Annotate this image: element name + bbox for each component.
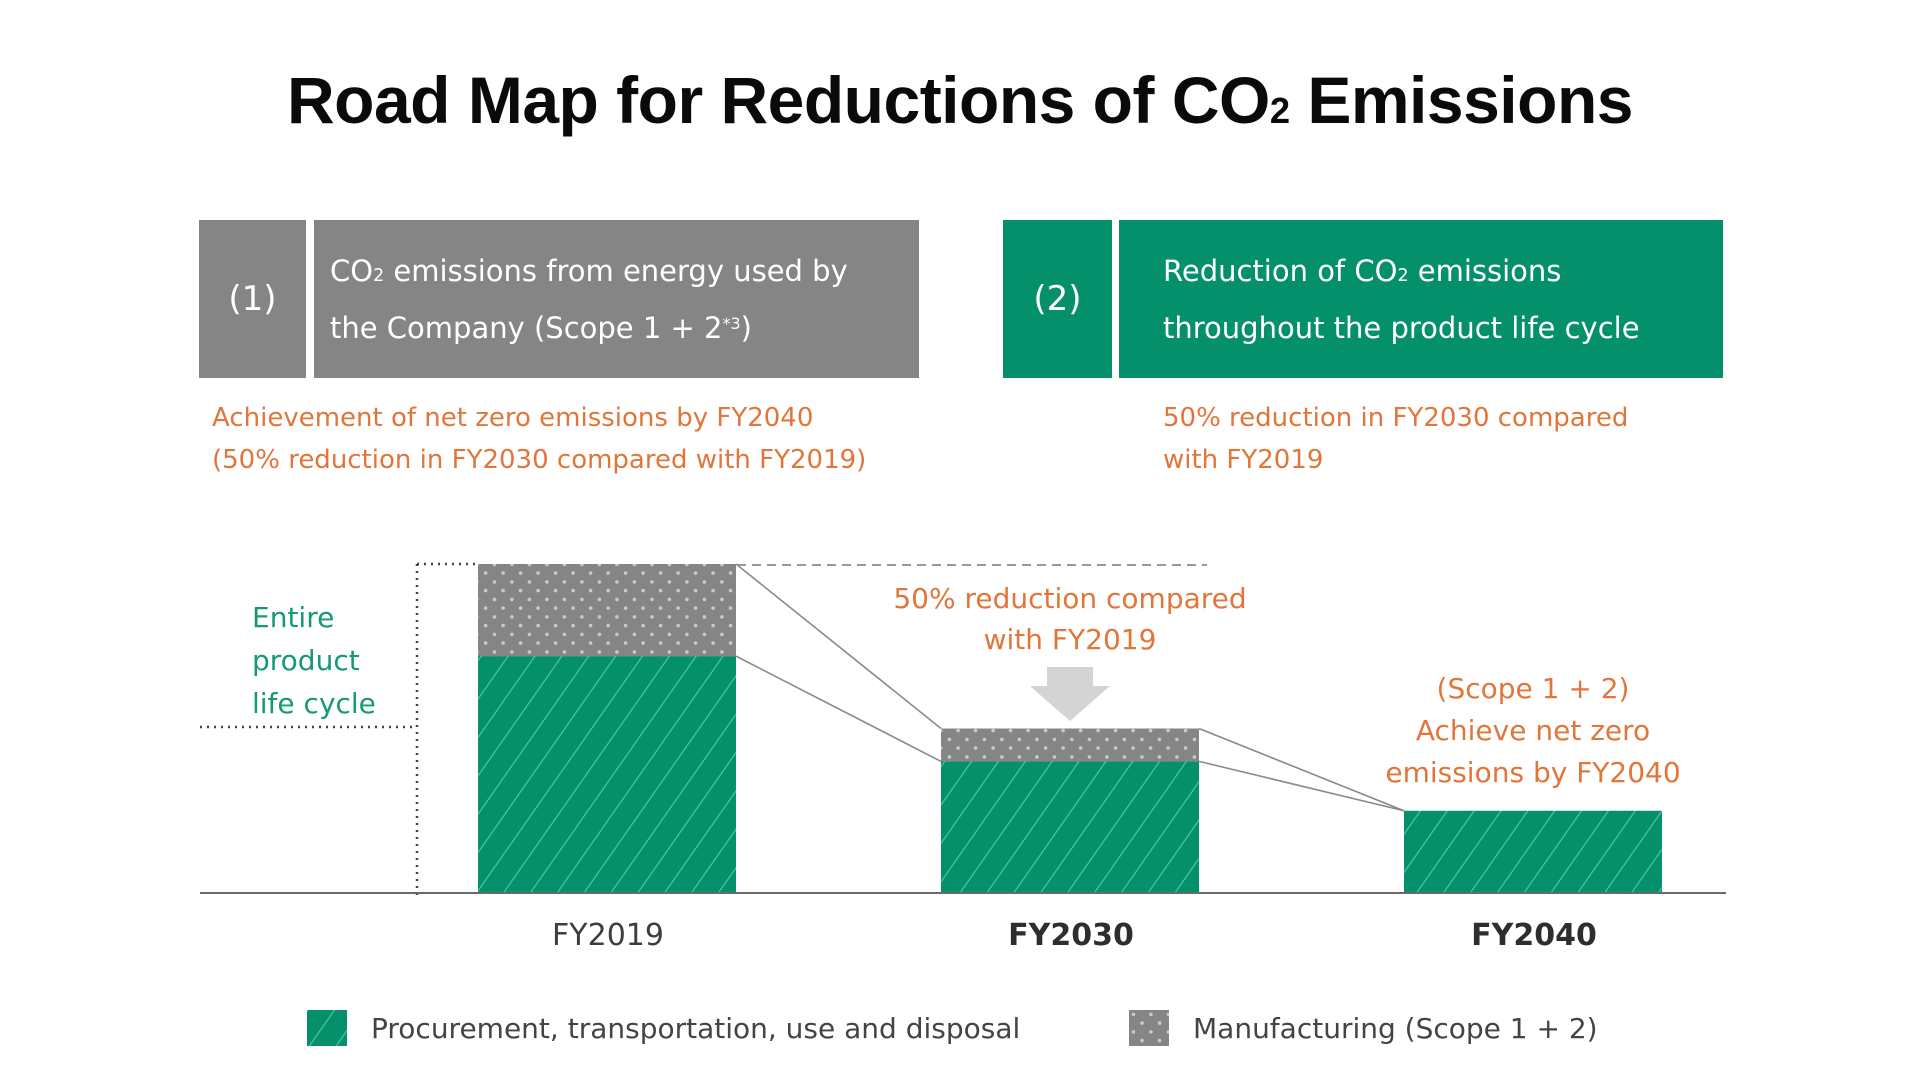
connector-line-fy2030-total — [1198, 727, 1405, 812]
connector-lines — [735, 563, 1405, 812]
header-number-1: (1) — [199, 220, 306, 378]
legend-item-manufacturing: Manufacturing (Scope 1 + 2) — [1129, 1008, 1598, 1048]
header-text-2: Reduction of CO2 emissions throughout th… — [1119, 220, 1723, 378]
x-tick-label-fy2019: FY2019 — [552, 918, 664, 953]
lifecycle-label-line: Entire — [252, 601, 335, 634]
annotation-line: (Scope 1 + 2) — [1436, 672, 1630, 705]
goal-text-1: Achievement of net zero emissions by FY2… — [212, 397, 866, 481]
annotation-line: with FY2019 — [983, 623, 1157, 656]
header-text-1: CO2 emissions from energy used by the Co… — [314, 220, 919, 378]
connector-line-fy2019-procurement — [735, 655, 942, 763]
legend-swatch-green-striped — [307, 1010, 347, 1046]
chart-guides — [200, 562, 1207, 896]
bar-fy2030-manufacturing — [941, 728, 1199, 762]
lifecycle-label-line: life cycle — [252, 687, 376, 720]
legend-swatch-gray-dotted — [1129, 1010, 1169, 1046]
title-text-rest: Emissions — [1289, 63, 1633, 137]
annotation-line: Achieve net zero — [1415, 714, 1651, 747]
lifecycle-label: Entire product life cycle — [252, 596, 376, 725]
goal-text-1-line1: Achievement of net zero emissions by FY2… — [212, 403, 814, 433]
connector-line-fy2030-procurement — [1198, 760, 1405, 812]
header-text-2-line2: throughout the product life cycle — [1163, 310, 1640, 345]
header-text-1-line2: the Company (Scope 1 + 2*3) — [330, 310, 752, 345]
goal-text-2: 50% reduction in FY2030 compared with FY… — [1163, 397, 1628, 481]
header-box-lifecycle: (2) Reduction of CO2 emissions throughou… — [1003, 220, 1723, 378]
goal-text-1-line2: (50% reduction in FY2030 compared with F… — [212, 445, 867, 475]
annotation-line: 50% reduction compared — [893, 582, 1247, 615]
x-tick-label-fy2040: FY2040 — [1471, 918, 1597, 953]
bars-group — [478, 564, 1662, 893]
down-arrow-icon — [1030, 667, 1110, 721]
header-number-2: (2) — [1003, 220, 1112, 378]
netzero-2040-annotation: (Scope 1 + 2) Achieve net zero emissions… — [1333, 668, 1733, 794]
bar-fy2019-manufacturing — [478, 564, 736, 657]
legend-item-procurement: Procurement, transportation, use and dis… — [307, 1008, 1020, 1048]
title-subscript: 2 — [1269, 90, 1290, 131]
header-text-2-line1: Reduction of CO2 emissions — [1163, 253, 1562, 288]
page-title: Road Map for Reductions of CO2 Emissions — [0, 62, 1920, 138]
bar-fy2040-procurement — [1404, 810, 1662, 893]
bar-fy2030-procurement — [941, 761, 1199, 893]
legend-label-procurement: Procurement, transportation, use and dis… — [371, 1011, 1021, 1045]
reduction-2030-annotation: 50% reduction compared with FY2019 — [870, 578, 1270, 660]
bar-fy2019-procurement — [478, 656, 736, 893]
lifecycle-label-line: product — [252, 644, 360, 677]
goal-text-2-line1: 50% reduction in FY2030 compared — [1163, 403, 1629, 433]
legend-label-manufacturing: Manufacturing (Scope 1 + 2) — [1193, 1011, 1598, 1045]
title-text: Road Map for Reductions of CO — [287, 63, 1270, 137]
annotation-line: emissions by FY2040 — [1385, 756, 1681, 789]
header-text-1-line1: CO2 emissions from energy used by — [330, 253, 848, 288]
header-box-scope12: (1) CO2 emissions from energy used by th… — [199, 220, 919, 378]
connector-line-fy2019-total — [735, 563, 942, 730]
goal-text-2-line2: with FY2019 — [1163, 445, 1324, 475]
x-tick-label-fy2030: FY2030 — [1008, 918, 1134, 953]
